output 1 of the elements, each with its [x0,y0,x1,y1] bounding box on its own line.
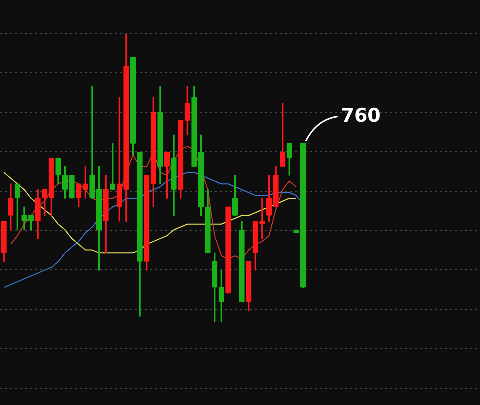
text: 760 [341,104,381,127]
